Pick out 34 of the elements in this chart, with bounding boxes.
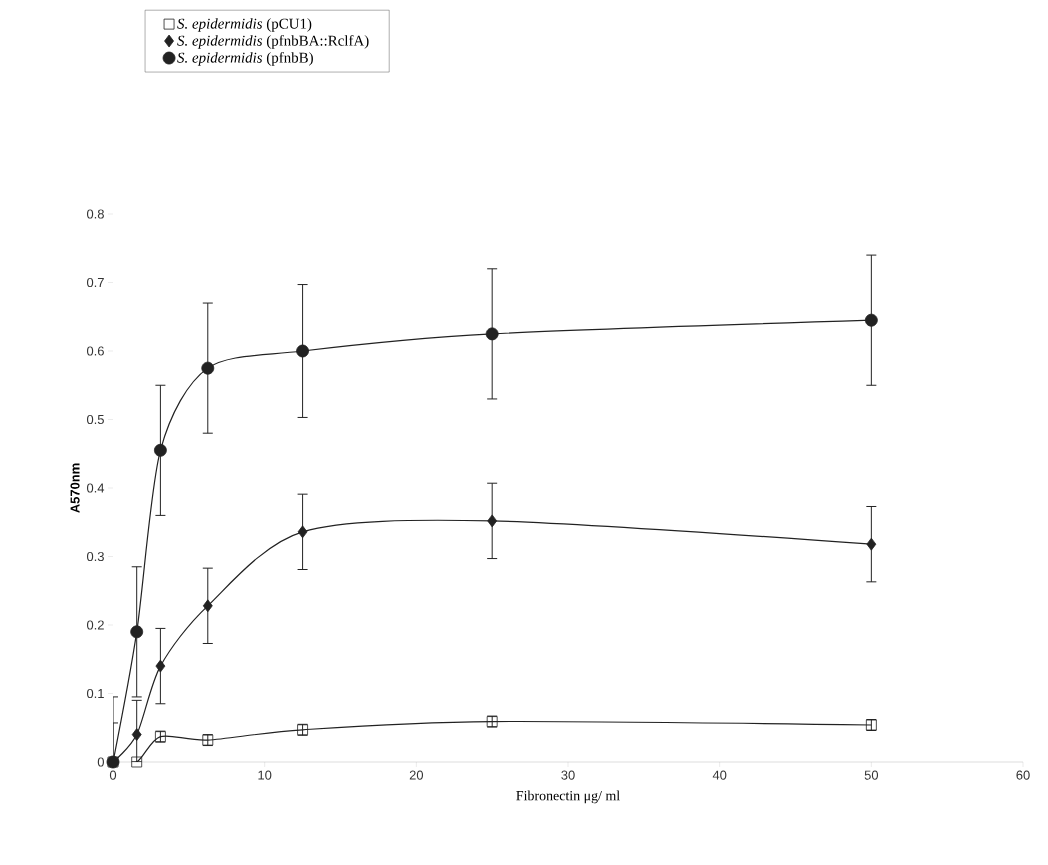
point [487,514,498,528]
y-tick-label: 0.7 [86,277,104,288]
x-tick-label: 20 [409,770,424,780]
x-tick-label: 40 [712,770,727,780]
legend-label: S. epidermidis (pfnbBA::RclfA) [177,35,369,49]
x-tick-label: 0 [109,770,117,780]
point [864,313,878,327]
point [131,756,143,768]
legend-label: S. epidermidis (pfnbB) [177,52,313,66]
point [866,537,877,551]
y-tick-label: 0.6 [86,346,104,356]
point [296,344,309,358]
y-axis-title: A570nm [70,463,80,513]
y-tick-label: 0.5 [86,414,104,425]
point [485,327,499,341]
point [297,525,308,539]
y-tick-label: 0.4 [86,483,105,493]
y-tick-label: 0.2 [86,620,104,630]
x-tick-label: 60 [1016,770,1030,780]
y-tick-label: 0.3 [86,551,104,562]
y-tick-label: 0.1 [86,688,104,699]
point [155,659,166,673]
x-tick-label: 10 [258,770,272,780]
x-tick-label: 50 [864,770,879,780]
point [201,361,215,375]
x-axis-title: Fibronectin μg/ ml [516,790,620,804]
point [202,599,213,613]
point [131,728,142,741]
x-tick-label: 30 [561,770,575,780]
legend-label: S. epidermidis (pCU1) [177,18,312,32]
point [130,625,144,639]
y-tick-label: 0 [97,757,104,767]
y-tick-label: 0.8 [86,209,104,219]
point [154,443,167,457]
